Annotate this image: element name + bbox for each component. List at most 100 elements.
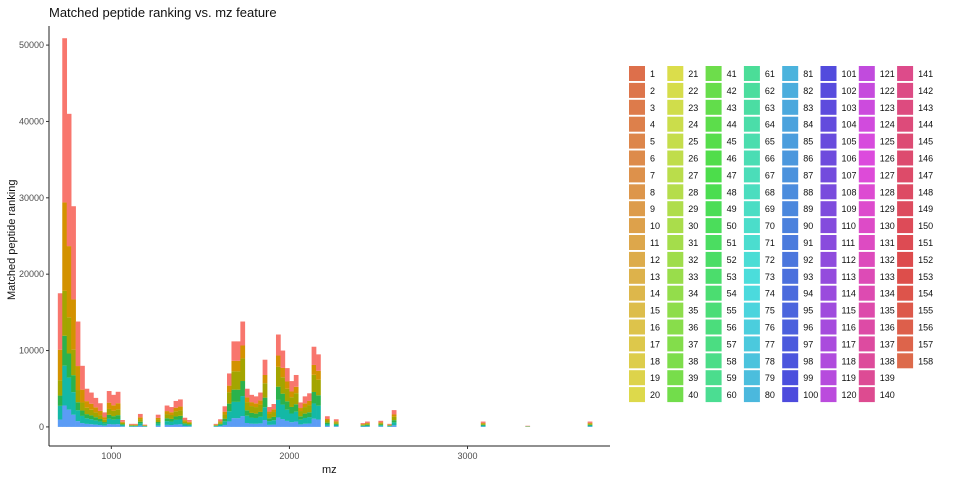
legend-swatch (743, 251, 760, 267)
legend-swatch (705, 285, 722, 301)
bar-segment (93, 420, 99, 425)
bar-segment (173, 407, 179, 412)
legend-item: 101 (820, 66, 857, 81)
bar-segment (267, 411, 272, 414)
bar-segment (293, 393, 299, 405)
legend-label: 44 (727, 120, 737, 130)
legend-label: 136 (880, 323, 895, 333)
legend-swatch (820, 285, 837, 301)
bar-stack (155, 414, 161, 427)
bar-segment (298, 416, 303, 420)
bar-segment (120, 420, 125, 422)
legend-item: 79 (743, 370, 775, 386)
legend-item: 24 (667, 116, 698, 132)
legend-item: 158 (897, 353, 933, 369)
bar-segment (218, 419, 223, 422)
bar-segment (227, 373, 232, 386)
legend-swatch (705, 184, 722, 200)
bar-stack (133, 423, 139, 427)
legend-label: 80 (765, 390, 775, 400)
bar-segment (235, 341, 241, 361)
bar-segment (324, 425, 330, 427)
legend-swatch (743, 218, 760, 234)
legend-swatch (629, 66, 645, 81)
legend-label: 123 (880, 103, 895, 113)
legend-swatch (858, 99, 875, 115)
bar-segment (316, 379, 321, 396)
legend-item: 1 (629, 66, 655, 81)
legend-item: 99 (782, 370, 813, 386)
legend-swatch (629, 116, 645, 132)
bar-segment (106, 418, 112, 425)
bar-segment (253, 423, 259, 427)
bar-stack (333, 419, 339, 427)
legend-label: 100 (803, 390, 818, 400)
legend-swatch (743, 66, 760, 81)
bar-segment (267, 418, 272, 422)
legend-swatch (705, 201, 722, 217)
legend-label: 41 (727, 69, 737, 79)
legend-label: 19 (650, 373, 660, 383)
legend-label: 82 (803, 86, 813, 96)
legend-item: 38 (667, 353, 698, 369)
bar-segment (169, 412, 174, 415)
legend-item: 100 (782, 387, 818, 403)
bar-segment (222, 424, 228, 427)
legend-label: 89 (803, 204, 813, 214)
bar-segment (267, 421, 272, 425)
bar-segment (271, 409, 277, 413)
legend-item: 144 (897, 116, 933, 132)
legend-item: 35 (667, 302, 698, 318)
bar-stack (111, 394, 116, 427)
bar-segment (137, 417, 143, 420)
bar-segment (293, 404, 299, 412)
bar-segment (262, 397, 268, 408)
bar-segment (298, 424, 303, 427)
legend-label: 62 (765, 86, 775, 96)
bar-segment (84, 407, 90, 415)
bar-segment (97, 418, 103, 422)
legend-swatch (743, 201, 760, 217)
legend-item: 125 (858, 133, 895, 149)
legend-label: 91 (803, 238, 813, 248)
bar-stack (587, 421, 593, 427)
bar-segment (173, 411, 179, 417)
legend-label: 118 (842, 356, 856, 366)
bar-segment (218, 423, 223, 425)
legend-item: 3 (629, 99, 655, 115)
legend-label: 35 (688, 306, 698, 316)
legend-label: 104 (842, 120, 857, 130)
legend-label: 10 (650, 221, 660, 231)
legend-swatch (858, 302, 875, 318)
legend-swatch (667, 184, 684, 200)
bar-segment (62, 365, 68, 406)
legend-label: 111 (842, 238, 856, 248)
legend-label: 45 (727, 137, 737, 147)
bar-segment (289, 413, 295, 423)
legend-swatch (820, 251, 837, 267)
legend-label: 116 (842, 323, 856, 333)
legend-label: 146 (918, 154, 933, 164)
legend-item: 45 (705, 133, 737, 149)
legend-item: 9 (629, 201, 655, 217)
bar-segment (365, 422, 370, 424)
legend-swatch (667, 82, 684, 98)
bar-segment (106, 402, 112, 409)
legend-swatch (897, 82, 914, 98)
legend-label: 77 (765, 339, 775, 349)
bar-stack (387, 423, 393, 427)
legend-swatch (743, 319, 760, 335)
legend-label: 105 (842, 137, 857, 147)
legend-swatch (820, 133, 837, 149)
bar-segment (387, 423, 393, 425)
bar-segment (275, 399, 281, 418)
bar-segment (316, 419, 321, 427)
legend-swatch (782, 235, 799, 250)
legend-item: 94 (782, 285, 813, 301)
legend-label: 125 (880, 137, 895, 147)
bar-stack (102, 412, 108, 427)
bar-segment (240, 321, 246, 346)
bar-segment (80, 415, 85, 424)
legend-label: 131 (880, 238, 895, 248)
bar-segment (169, 425, 174, 427)
